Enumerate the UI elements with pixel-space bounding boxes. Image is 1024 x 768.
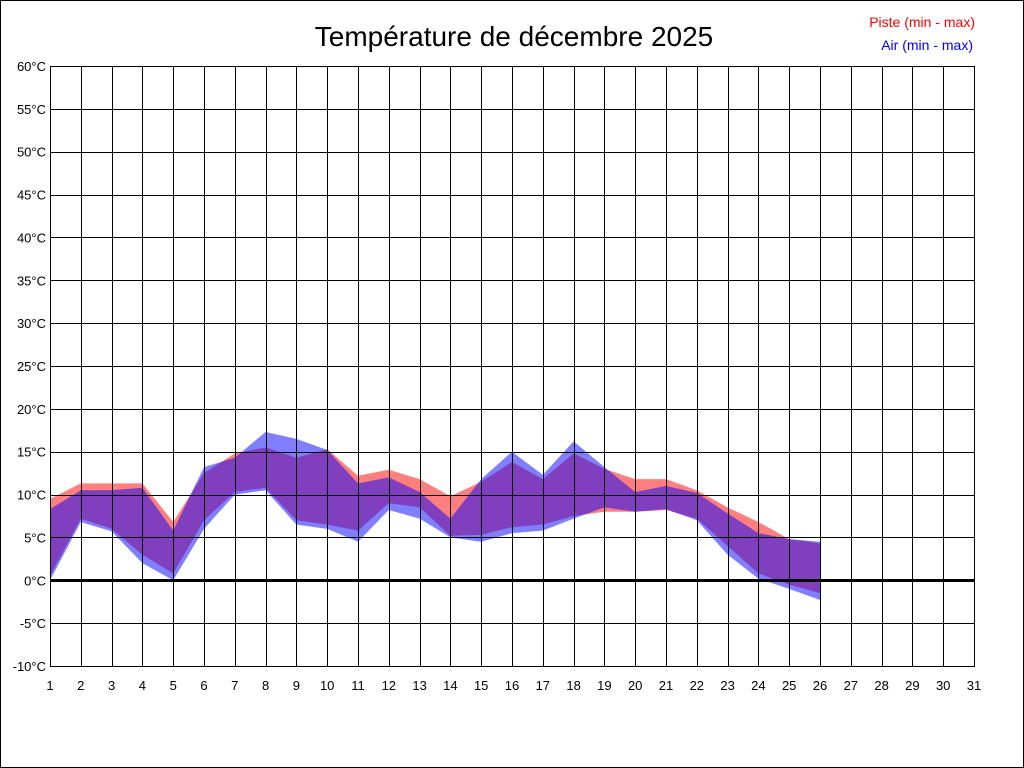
band-air	[50, 432, 820, 600]
x-tick-label: 26	[813, 678, 827, 693]
x-tick-label: 2	[77, 678, 84, 693]
y-tick-label: -5°C	[20, 616, 46, 631]
x-tick-label: 25	[782, 678, 796, 693]
legend-air: Air (min - max)	[881, 37, 973, 53]
x-tick-label: 30	[936, 678, 950, 693]
y-axis-ticks: -10°C -5°C 0°C 5°C 10°C 15°C 20°C 25°C 30°C 35°C 4…	[13, 59, 46, 674]
y-tick-label: 25°C	[17, 359, 46, 374]
x-tick-label: 14	[443, 678, 457, 693]
x-tick-label: 15	[474, 678, 488, 693]
y-tick-label: 30°C	[17, 316, 46, 331]
x-tick-label: 4	[139, 678, 146, 693]
y-tick-label: 0°C	[24, 573, 46, 588]
y-tick-label: 50°C	[17, 145, 46, 160]
x-tick-label: 19	[597, 678, 611, 693]
x-tick-label: 1	[46, 678, 53, 693]
y-tick-label: 35°C	[17, 273, 46, 288]
x-tick-label: 28	[874, 678, 888, 693]
x-tick-label: 21	[659, 678, 673, 693]
x-tick-label: 6	[200, 678, 207, 693]
x-tick-label: 22	[690, 678, 704, 693]
chart-title: Température de décembre 2025	[315, 21, 713, 52]
x-tick-label: 5	[170, 678, 177, 693]
x-tick-label: 17	[536, 678, 550, 693]
x-tick-label: 29	[905, 678, 919, 693]
x-tick-label: 23	[720, 678, 734, 693]
grid-layer	[50, 66, 975, 667]
legend-piste: Piste (min - max)	[869, 14, 975, 30]
x-tick-label: 13	[412, 678, 426, 693]
x-tick-label: 8	[262, 678, 269, 693]
y-tick-label: 5°C	[24, 530, 46, 545]
x-axis-ticks: 1 2 3 4 5 6 7 8 9 10 11 12 13 14 15 16 17 18 19 20 21 22 23 24 2…	[46, 678, 981, 693]
x-tick-label: 20	[628, 678, 642, 693]
x-tick-label: 9	[293, 678, 300, 693]
y-tick-label: 60°C	[17, 59, 46, 74]
x-tick-label: 31	[967, 678, 981, 693]
bands-layer	[50, 432, 820, 600]
y-tick-label: 45°C	[17, 188, 46, 203]
y-tick-label: 20°C	[17, 402, 46, 417]
y-tick-label: -10°C	[13, 659, 46, 674]
x-tick-label: 11	[351, 678, 365, 693]
x-tick-label: 24	[751, 678, 765, 693]
x-tick-label: 16	[505, 678, 519, 693]
x-tick-label: 7	[231, 678, 238, 693]
y-tick-label: 55°C	[17, 102, 46, 117]
y-tick-label: 15°C	[17, 445, 46, 460]
y-tick-label: 10°C	[17, 488, 46, 503]
x-tick-label: 27	[844, 678, 858, 693]
x-tick-label: 3	[108, 678, 115, 693]
x-tick-label: 18	[566, 678, 580, 693]
x-tick-label: 12	[382, 678, 396, 693]
y-tick-label: 40°C	[17, 230, 46, 245]
x-tick-label: 10	[320, 678, 334, 693]
